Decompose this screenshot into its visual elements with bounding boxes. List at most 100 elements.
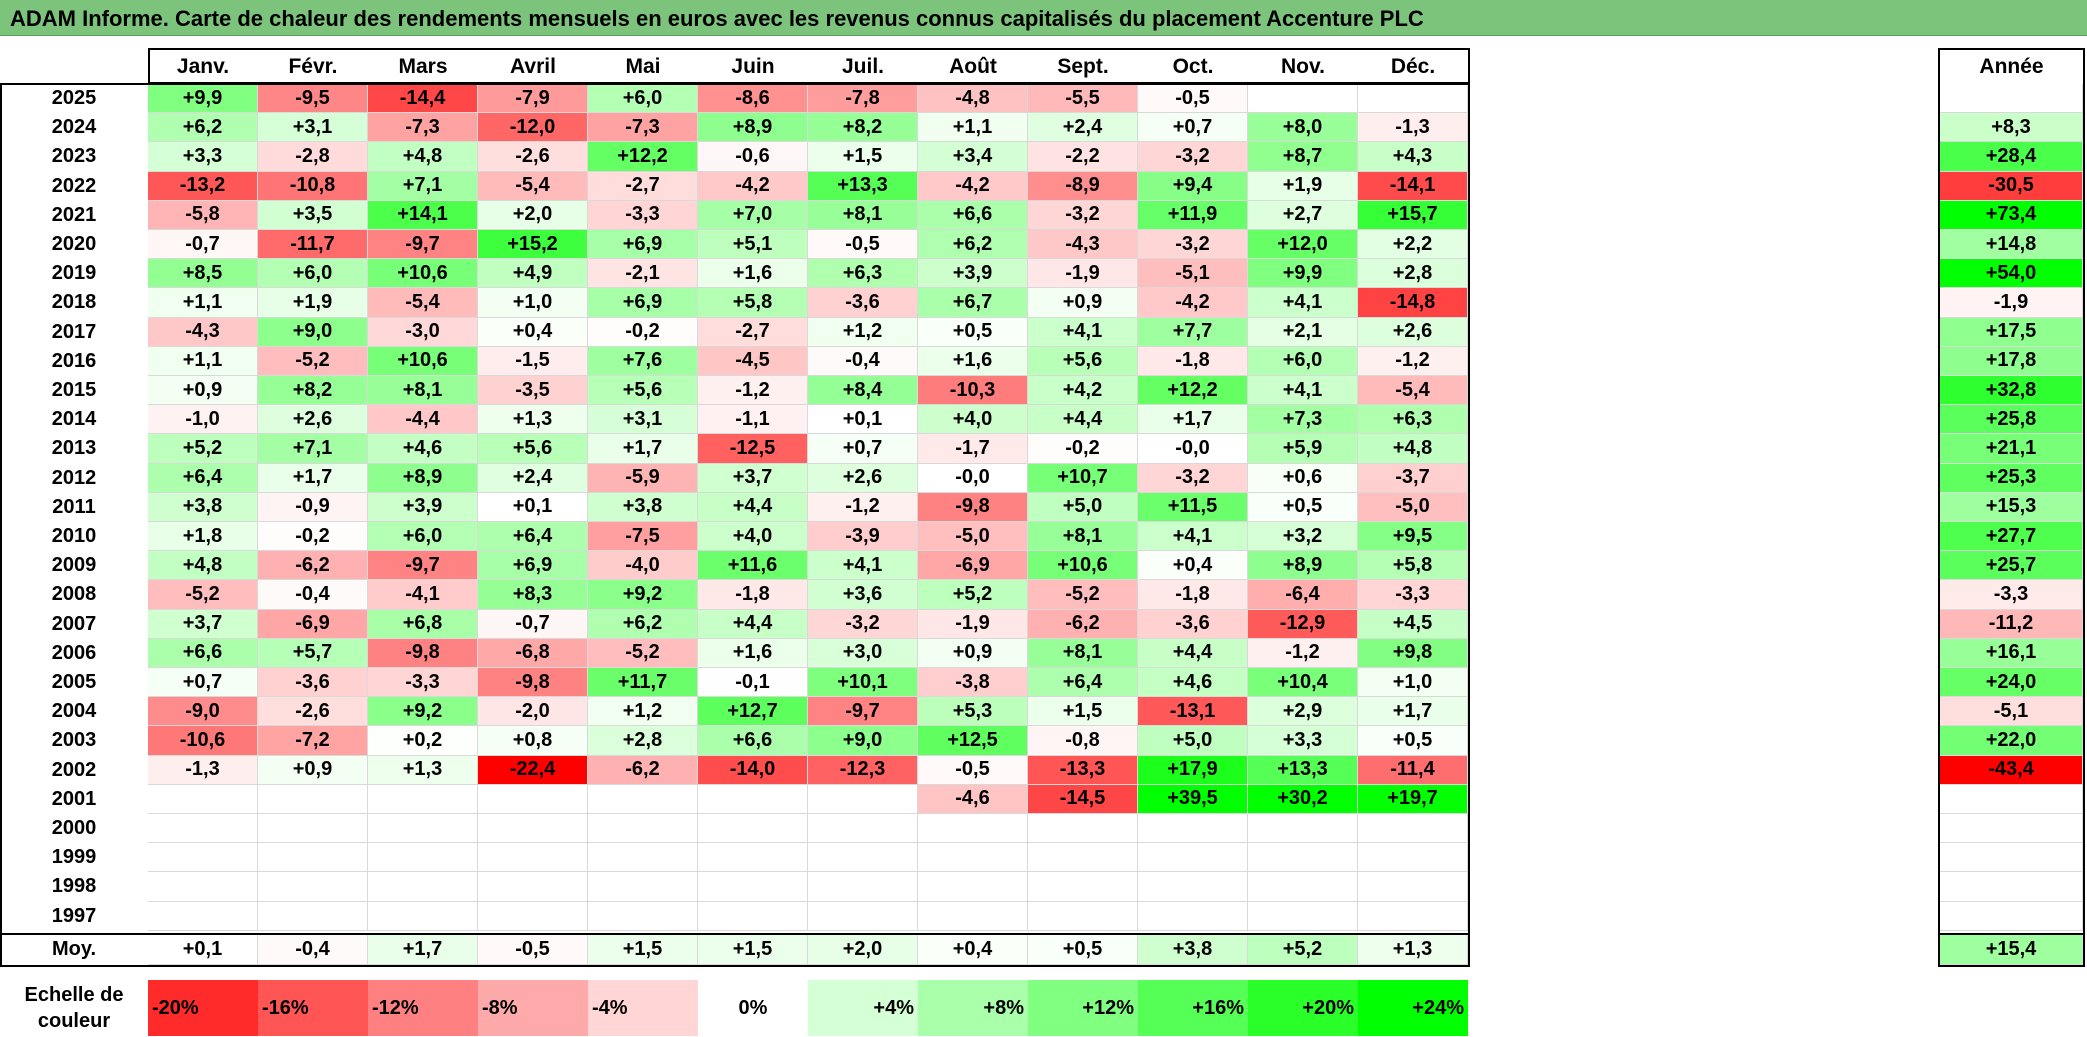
heatmap-cell: +15,2 bbox=[478, 230, 588, 260]
heatmap-cell: -4,8 bbox=[918, 84, 1028, 114]
annual-cell: +25,7 bbox=[1940, 551, 2083, 581]
heatmap-cell: +3,3 bbox=[148, 142, 258, 172]
heatmap-cell: -4,3 bbox=[1028, 230, 1138, 260]
heatmap-cell: +6,6 bbox=[148, 638, 258, 668]
heatmap-cell: +1,2 bbox=[808, 317, 918, 347]
heatmap-cell: -13,3 bbox=[1028, 755, 1138, 785]
heatmap-cell: +3,2 bbox=[1248, 522, 1358, 552]
heatmap-cell: +6,3 bbox=[808, 259, 918, 289]
heatmap-cell: -4,6 bbox=[918, 784, 1028, 814]
heatmap-cell: +8,9 bbox=[1248, 551, 1358, 581]
annual-header: Année bbox=[1979, 55, 2044, 78]
heatmap-cell: +6,4 bbox=[1028, 668, 1138, 698]
annual-cell: +25,8 bbox=[1940, 405, 2083, 435]
heatmap-cell: -1,0 bbox=[148, 405, 258, 435]
average-cell: +0,5 bbox=[1028, 934, 1138, 965]
annual-cell: +21,1 bbox=[1940, 434, 2083, 464]
heatmap-cell: +2,6 bbox=[808, 463, 918, 493]
heatmap-cell: +1,1 bbox=[918, 113, 1028, 143]
heatmap-cell: +1,7 bbox=[258, 463, 368, 493]
heatmap-cell: -9,7 bbox=[368, 551, 478, 581]
color-scale-cell: +8% bbox=[918, 980, 1028, 1036]
heatmap-cell: +39,5 bbox=[1138, 784, 1248, 814]
heatmap-cell bbox=[1358, 843, 1468, 873]
year-label: 2010 bbox=[51, 525, 97, 548]
color-scale-cell: +16% bbox=[1138, 980, 1248, 1036]
page-title: ADAM Informe. Carte de chaleur des rende… bbox=[10, 6, 1424, 31]
heatmap-cell: -5,4 bbox=[478, 171, 588, 201]
heatmap-cell: +0,8 bbox=[478, 726, 588, 756]
heatmap-cell: +13,3 bbox=[1248, 755, 1358, 785]
heatmap-cell: +4,0 bbox=[918, 405, 1028, 435]
heatmap-cell bbox=[808, 843, 918, 873]
average-cell: +1,5 bbox=[588, 934, 698, 965]
annual-cell: +17,5 bbox=[1940, 317, 2083, 347]
heatmap-cell: +4,1 bbox=[1248, 376, 1358, 406]
heatmap-cell: -1,3 bbox=[1358, 113, 1468, 143]
color-scale-cell: -8% bbox=[478, 980, 588, 1036]
heatmap-cell: -11,4 bbox=[1358, 755, 1468, 785]
heatmap-cell: +5,2 bbox=[918, 580, 1028, 610]
heatmap-cell: +5,3 bbox=[918, 697, 1028, 727]
heatmap-cell: +10,7 bbox=[1028, 463, 1138, 493]
heatmap-cell: +5,0 bbox=[1028, 492, 1138, 522]
heatmap-cell: +6,0 bbox=[588, 84, 698, 114]
month-header: Mars bbox=[398, 55, 448, 78]
heatmap-cell: +5,6 bbox=[478, 434, 588, 464]
heatmap-cell: +4,5 bbox=[1358, 609, 1468, 639]
heatmap-cell: +1,6 bbox=[698, 259, 808, 289]
heatmap-cell: +8,2 bbox=[808, 113, 918, 143]
heatmap-cell bbox=[1028, 872, 1138, 902]
heatmap-cell: +3,6 bbox=[808, 580, 918, 610]
heatmap-cell: +0,1 bbox=[808, 405, 918, 435]
month-header: Déc. bbox=[1390, 55, 1436, 78]
heatmap-cell bbox=[478, 901, 588, 931]
heatmap-cell: +1,1 bbox=[148, 288, 258, 318]
heatmap-cell: +5,8 bbox=[1358, 551, 1468, 581]
heatmap-cell: +0,2 bbox=[368, 726, 478, 756]
heatmap-cell: -4,2 bbox=[698, 171, 808, 201]
heatmap-cell bbox=[148, 901, 258, 931]
year-label: 2012 bbox=[51, 466, 97, 489]
heatmap-cell: -3,7 bbox=[1358, 463, 1468, 493]
year-label: 2018 bbox=[51, 291, 97, 314]
heatmap-cell: -1,8 bbox=[1138, 346, 1248, 376]
month-header: Août bbox=[949, 55, 997, 78]
year-label: 2022 bbox=[51, 174, 97, 197]
heatmap-cell: -10,6 bbox=[148, 726, 258, 756]
heatmap-cell: +7,0 bbox=[698, 200, 808, 230]
heatmap-cell: -0,2 bbox=[1028, 434, 1138, 464]
heatmap-cell: +7,6 bbox=[588, 346, 698, 376]
heatmap-cell: -3,9 bbox=[808, 522, 918, 552]
color-scale-cell: -4% bbox=[588, 980, 698, 1036]
heatmap-cell: -7,5 bbox=[588, 522, 698, 552]
month-header: Févr. bbox=[288, 55, 338, 78]
heatmap-cell bbox=[588, 814, 698, 844]
annual-cell: +15,3 bbox=[1940, 492, 2083, 522]
heatmap-cell: -0,5 bbox=[918, 755, 1028, 785]
average-annual-cell: +15,4 bbox=[1940, 934, 2083, 965]
heatmap-cell: -3,0 bbox=[368, 317, 478, 347]
heatmap-cell: +1,3 bbox=[478, 405, 588, 435]
heatmap-cell: -5,2 bbox=[258, 346, 368, 376]
average-cell: -0,5 bbox=[478, 934, 588, 965]
heatmap-cell bbox=[698, 872, 808, 902]
heatmap-cell: +1,1 bbox=[148, 346, 258, 376]
heatmap-cell: +0,9 bbox=[148, 376, 258, 406]
annual-cell bbox=[1940, 901, 2083, 931]
heatmap-cell: +30,2 bbox=[1248, 784, 1358, 814]
heatmap-cell: +4,1 bbox=[808, 551, 918, 581]
heatmap-cell: -6,2 bbox=[258, 551, 368, 581]
heatmap-cell bbox=[1248, 843, 1358, 873]
heatmap-cell: +4,6 bbox=[1138, 668, 1248, 698]
heatmap-cell: +1,6 bbox=[698, 638, 808, 668]
annual-cell bbox=[1940, 84, 2083, 114]
heatmap-cell: +2,0 bbox=[478, 200, 588, 230]
heatmap-cell: +6,2 bbox=[918, 230, 1028, 260]
title-bar: ADAM Informe. Carte de chaleur des rende… bbox=[0, 0, 2087, 36]
heatmap-cell: +3,9 bbox=[368, 492, 478, 522]
heatmap-cell: +2,8 bbox=[1358, 259, 1468, 289]
heatmap-cell bbox=[918, 872, 1028, 902]
heatmap-cell: -3,2 bbox=[1138, 230, 1248, 260]
heatmap-cell: +2,9 bbox=[1248, 697, 1358, 727]
